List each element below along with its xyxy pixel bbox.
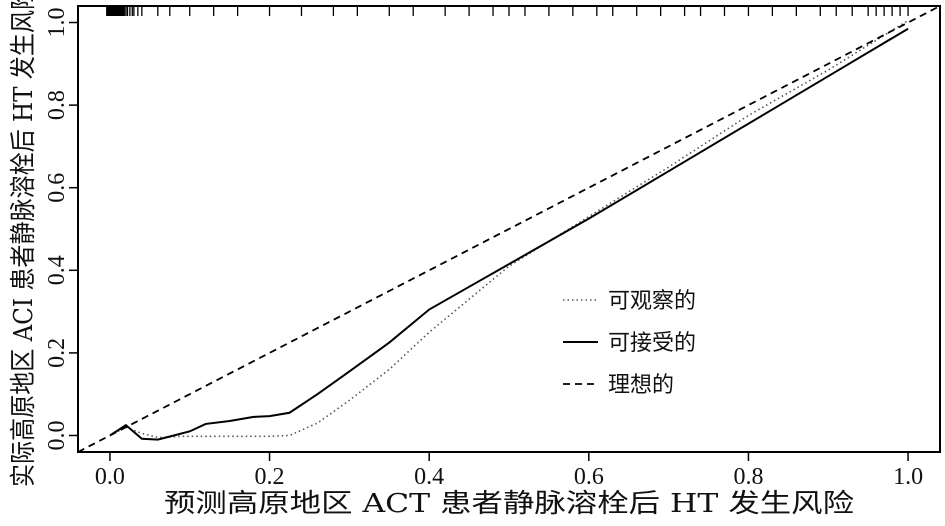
x-tick-label: 0.0 [95, 464, 125, 490]
series-layer [77, 5, 941, 453]
y-axis-title: 实际高原地区 ACI 患者静脉溶栓后 HT 发生风险 [9, 0, 39, 487]
legend-label-2: 可接受的 [608, 331, 696, 356]
x-axis: 0.0 0.2 0.4 0.6 0.8 1.0 [95, 452, 923, 490]
y-tick-label: 0.4 [44, 255, 70, 285]
x-tick-label: 1.0 [893, 464, 923, 490]
x-tick-label: 0.8 [733, 464, 763, 490]
series-line-3 [77, 5, 941, 453]
x-axis-title: 预测高原地区 ACT 患者静脉溶栓后 HT 发生风险 [164, 489, 854, 519]
series-line-2 [109, 27, 909, 441]
y-axis: 0.0 0.2 0.4 0.6 0.8 1.0 [44, 8, 78, 450]
x-tick-label: 0.2 [255, 464, 285, 490]
rug-layer [106, 6, 909, 16]
x-tick-label: 0.4 [414, 464, 444, 490]
y-tick-label: 0.0 [44, 420, 70, 450]
y-tick-label: 0.2 [44, 338, 70, 368]
y-tick-label: 0.6 [44, 173, 70, 203]
y-tick-label: 0.8 [44, 90, 70, 120]
y-tick-label: 1.0 [44, 8, 70, 38]
legend-label-1: 可观察的 [608, 289, 696, 314]
plot-frame [77, 5, 941, 453]
legend-label-3: 理想的 [608, 373, 674, 398]
x-tick-label: 0.6 [574, 464, 604, 490]
